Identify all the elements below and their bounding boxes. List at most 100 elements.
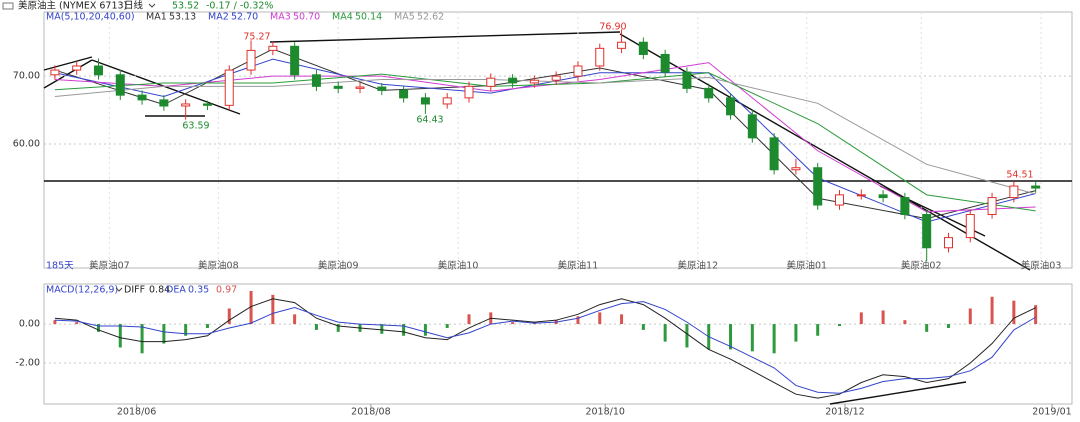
- x-tick-label: 美原油12: [678, 260, 719, 272]
- macd-bar: [118, 324, 122, 348]
- legend-name: MA3: [270, 12, 291, 23]
- macd-bar: [445, 324, 449, 328]
- candle-body: [747, 114, 757, 139]
- annotation: 76.90: [599, 22, 626, 33]
- macd-bar: [1034, 305, 1038, 325]
- trend-line: [269, 31, 621, 43]
- candle-body: [922, 214, 932, 249]
- ma-line: [54, 77, 1036, 195]
- candle-body: [529, 79, 539, 84]
- macd-bar: [511, 322, 515, 325]
- macd-bar: [162, 324, 166, 344]
- macd-bar: [881, 310, 885, 325]
- macd-bar: [96, 324, 100, 332]
- price-change: -0.17 / -0.32%: [206, 1, 273, 12]
- instrument-title: 美原油主 (NYMEX 6713): [18, 0, 127, 12]
- x-tick-label: 2018/06: [117, 407, 156, 418]
- candle-body: [464, 85, 474, 99]
- macd-bar: [968, 308, 972, 325]
- macd-line: [54, 298, 1036, 399]
- candle-body: [420, 97, 430, 105]
- macd-title: MACD(12,26,9): [46, 285, 118, 296]
- macd-panel: [43, 283, 1073, 405]
- candle-body: [595, 47, 605, 67]
- macd-bar: [140, 324, 144, 354]
- trend-line: [91, 59, 241, 115]
- macd-bar: [816, 324, 820, 336]
- annotation: 63.59: [182, 121, 209, 132]
- macd-bar: [990, 296, 994, 325]
- x-tick-label: 美原油10: [438, 260, 479, 272]
- macd-line: [54, 301, 1036, 394]
- candle-body: [137, 94, 147, 101]
- ma-line: [54, 48, 1036, 220]
- candle-body: [311, 74, 321, 87]
- macd-bar: [227, 308, 231, 325]
- x-tick-label: 美原油02: [901, 260, 942, 272]
- legend-value: 50.14: [355, 12, 382, 23]
- macd-bar: [184, 324, 188, 336]
- candle-body: [115, 74, 125, 96]
- macd-bar: [314, 324, 318, 330]
- macd-caret[interactable]: [115, 287, 123, 292]
- candle-body: [943, 237, 953, 249]
- annotation: 64.43: [416, 115, 443, 126]
- legend-name: MA5: [394, 12, 415, 23]
- x-tick-label: 美原油07: [89, 260, 130, 272]
- candle-body: [355, 86, 365, 89]
- candle-body: [268, 45, 278, 51]
- candle-body: [965, 214, 975, 239]
- menu-icon[interactable]: [2, 2, 14, 10]
- candle-body: [551, 75, 561, 81]
- macd-bar: [925, 324, 929, 332]
- macd-bar: [750, 324, 754, 352]
- candle-body: [442, 97, 452, 105]
- candle-body: [856, 194, 866, 197]
- candle-body: [682, 71, 692, 89]
- last-price: 53.52: [172, 1, 199, 12]
- candle-body: [1031, 185, 1041, 189]
- macd-bar: [859, 312, 863, 325]
- candle-body: [181, 103, 191, 107]
- candle-body: [224, 69, 234, 106]
- candle-body: [987, 197, 997, 216]
- period[interactable]: 日线: [124, 0, 144, 12]
- candle-body: [377, 86, 387, 91]
- annotation: 75.27: [243, 32, 270, 43]
- candle-body: [202, 103, 212, 106]
- macd-bar: [620, 314, 624, 325]
- y-tick-label: 0.00: [19, 319, 40, 330]
- ma-line: [54, 62, 1036, 213]
- ma-title: MA(5,10,20,40,60): [46, 12, 135, 23]
- macd-bar: [423, 324, 427, 336]
- y-tick-label: -2.00: [15, 358, 40, 369]
- candle-body: [508, 77, 518, 84]
- price-panel: [43, 11, 1073, 269]
- macd-bar: [271, 294, 275, 325]
- candle-body: [1009, 185, 1019, 199]
- x-tick-label: 2018/12: [825, 407, 864, 418]
- candle-body: [769, 137, 779, 171]
- candle-body: [791, 167, 801, 171]
- x-tick-label: 2019/01: [1032, 407, 1071, 418]
- candle-body: [50, 69, 60, 76]
- macd-bar: [794, 324, 798, 342]
- macd-bar: [467, 314, 471, 325]
- drawn-lines: [43, 31, 1072, 405]
- trend-line: [43, 56, 93, 71]
- legend-name: DEA: [166, 285, 186, 296]
- candle-body: [835, 194, 845, 206]
- x-tick-label: 美原油01: [787, 260, 828, 272]
- legend-value: 0.84: [149, 285, 170, 296]
- candle-body: [878, 194, 888, 199]
- legend-value: 52.62: [417, 12, 444, 23]
- period-caret[interactable]: [148, 3, 156, 8]
- annotation: 54.51: [1006, 170, 1033, 181]
- candle-body: [486, 77, 496, 87]
- x-tick-label: 美原油08: [198, 260, 239, 272]
- candle-body: [333, 85, 343, 89]
- macd-value: 0.97: [216, 285, 237, 296]
- macd-bar: [402, 324, 406, 336]
- trend-line: [829, 381, 967, 405]
- candle-body: [813, 167, 823, 206]
